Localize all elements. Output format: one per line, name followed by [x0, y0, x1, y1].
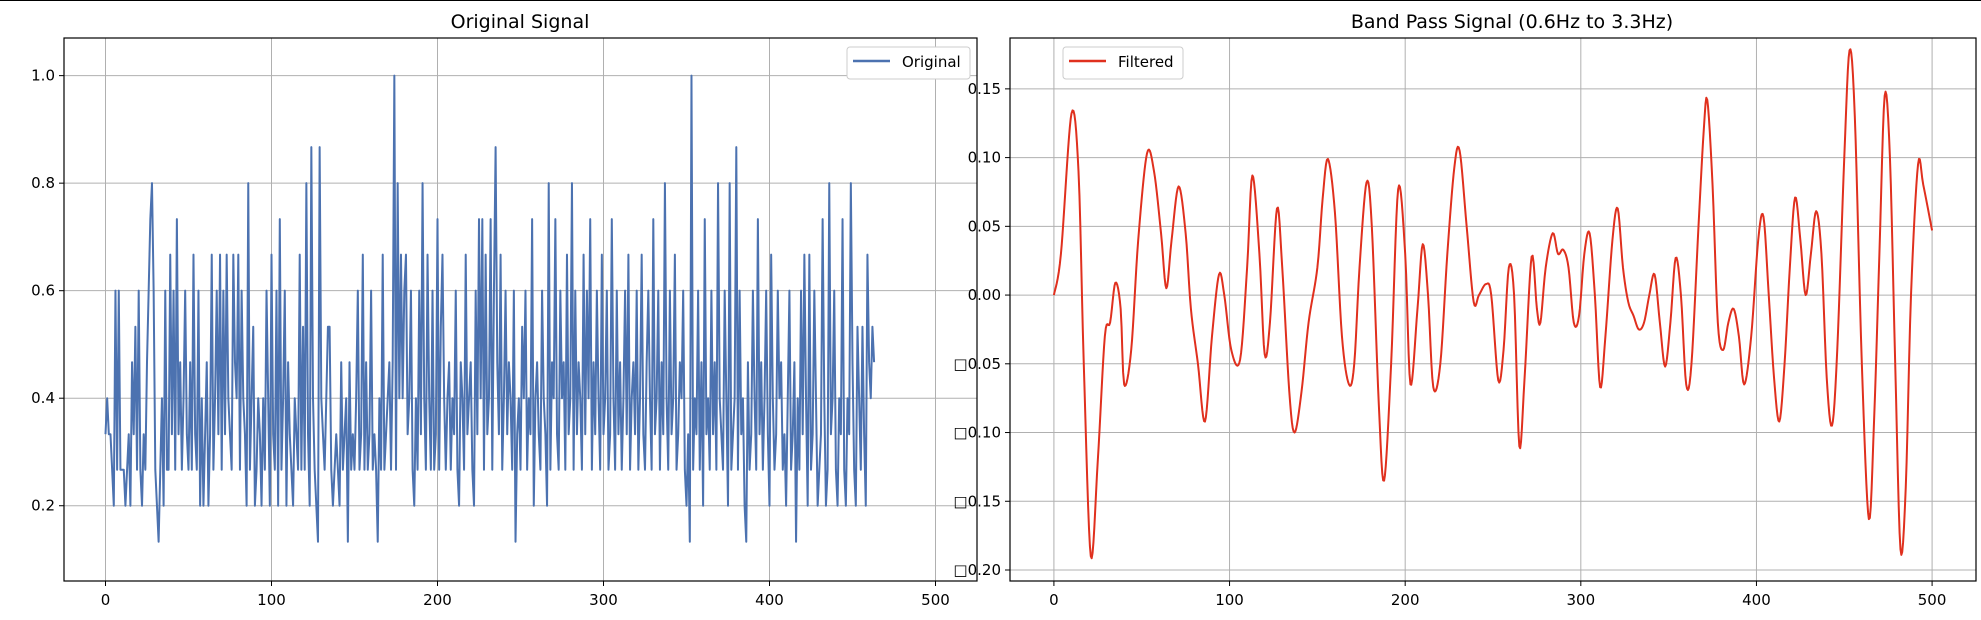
legend: Original [846, 46, 971, 80]
y-tick-label: 0.15 [968, 80, 1001, 98]
legend-label-filtered: Filtered [1118, 53, 1174, 71]
y-tick-label: 0.00 [968, 286, 1001, 304]
x-tick-label: 300 [589, 591, 618, 609]
x-tick-label: 200 [1391, 591, 1420, 609]
x-tick-label: 200 [423, 591, 452, 609]
legend-label-original: Original [902, 53, 961, 71]
y-tick-label: 0.10 [968, 149, 1001, 167]
x-axis: 0 100 200 300 400 500 [1049, 581, 1946, 609]
x-tick-label: 400 [755, 591, 784, 609]
series-line-filtered [1052, 48, 1934, 560]
x-tick-label: 300 [1566, 591, 1595, 609]
x-tick-label: 500 [921, 591, 950, 609]
y-tick-label: □0.20 [953, 561, 1001, 579]
y-tick-label: 0.2 [31, 497, 55, 515]
x-tick-label: 0 [1049, 591, 1059, 609]
x-tick-label: 400 [1742, 591, 1771, 609]
y-tick-label: □0.15 [953, 492, 1001, 510]
plot-frame [63, 37, 978, 582]
y-tick-label: 1.0 [31, 67, 55, 85]
y-tick-label: 0.4 [31, 389, 55, 407]
series-filtered [1052, 48, 1934, 560]
y-tick-label: □0.10 [953, 424, 1001, 442]
legend: Filtered [1062, 46, 1184, 80]
x-tick-label: 100 [1215, 591, 1244, 609]
chart-title: Band Pass Signal (0.6Hz to 3.3Hz) [1351, 11, 1673, 33]
x-tick-label: 500 [1918, 591, 1947, 609]
original-signal-chart: Original Signal 0.2 0.4 0.6 0.8 1.0 0 100 200 3… [31, 11, 978, 609]
chart-title: Original Signal [451, 11, 590, 33]
x-tick-label: 100 [257, 591, 286, 609]
x-tick-label: 0 [101, 591, 111, 609]
plot-frame [1009, 37, 1977, 582]
series-original [104, 74, 876, 543]
y-axis: 0.2 0.4 0.6 0.8 1.0 [31, 67, 64, 515]
y-tick-label: 0.6 [31, 282, 55, 300]
y-tick-label: 0.05 [968, 217, 1001, 235]
y-tick-label: □0.05 [953, 355, 1001, 373]
y-axis: □0.20 □0.15 □0.10 □0.05 0.00 0.05 0.10 0.15 [953, 80, 1010, 579]
grid [1010, 38, 1976, 581]
x-axis: 0 100 200 300 400 500 [101, 581, 950, 609]
legend-box [846, 46, 971, 80]
y-tick-label: 0.8 [31, 174, 55, 192]
series-line-original [104, 74, 876, 543]
band-pass-signal-chart: Band Pass Signal (0.6Hz to 3.3Hz) □0.20□… [953, 11, 1977, 609]
legend-box [1062, 46, 1184, 80]
